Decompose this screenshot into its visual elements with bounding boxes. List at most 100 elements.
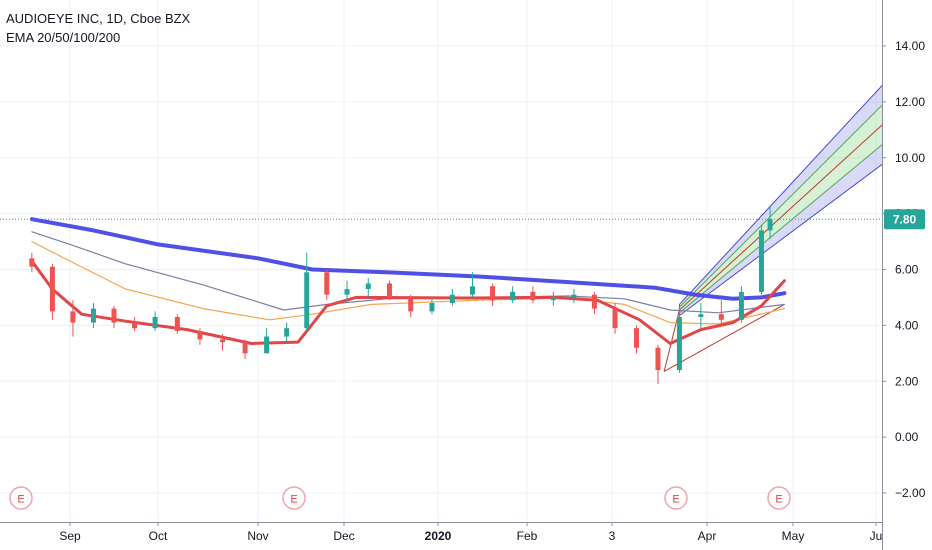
candle — [655, 344, 661, 385]
candle — [324, 269, 330, 301]
candle — [111, 305, 117, 329]
candle — [767, 205, 773, 239]
ema-line-ema50 — [31, 241, 785, 325]
candle-body — [767, 219, 773, 231]
candle — [197, 328, 203, 345]
candle-body — [612, 308, 618, 329]
pitchfork-line — [679, 51, 914, 305]
candle — [469, 272, 475, 298]
candle-body — [738, 291, 744, 320]
symbol-title[interactable]: AUDIOEYE INC, 1D, Cboe BZX — [6, 11, 191, 26]
pitchfork-pivot-line — [663, 303, 785, 372]
candle-body — [132, 322, 138, 329]
candle — [29, 252, 35, 273]
earnings-marker: E — [767, 486, 791, 510]
pitchfork-line — [679, 73, 914, 308]
time-tick-label: Nov — [247, 529, 268, 543]
candle-body — [242, 342, 248, 354]
price-tick-label: 2.00 — [895, 374, 919, 388]
candle-body — [449, 294, 455, 304]
pitchfork-line — [679, 95, 914, 311]
candle-body — [676, 316, 682, 371]
candle — [132, 316, 138, 331]
candle — [220, 333, 226, 351]
time-tick-label: Ju — [870, 529, 883, 543]
last-price-badge-text: 7.80 — [893, 213, 917, 227]
earnings-label: E — [672, 494, 679, 506]
candle — [634, 325, 640, 354]
candle-body — [469, 286, 475, 295]
earnings-circle — [282, 486, 306, 510]
candle-body — [174, 316, 180, 331]
candle — [264, 328, 270, 354]
candle-body — [698, 314, 704, 317]
candle-body — [365, 283, 371, 290]
candle — [174, 314, 180, 334]
pitchfork-band-outer-bottom — [679, 118, 914, 316]
earnings-label: E — [775, 494, 782, 506]
candle — [344, 280, 350, 304]
candle — [365, 277, 371, 298]
candle-body — [655, 347, 661, 371]
candles — [29, 205, 773, 385]
candle — [284, 322, 290, 343]
pitchfork-drawing[interactable] — [663, 51, 914, 372]
candle — [386, 280, 392, 301]
time-axis-bg — [0, 522, 882, 550]
earnings-circle — [664, 486, 688, 510]
price-tick-label: 10.00 — [895, 151, 925, 165]
candle — [90, 303, 96, 329]
candle-body — [264, 336, 270, 354]
candle-body — [550, 297, 556, 301]
candle — [510, 286, 516, 304]
candle-body — [152, 316, 158, 329]
pitchfork-band-inner — [679, 73, 914, 313]
candle — [718, 300, 724, 326]
price-axis-bg — [882, 0, 932, 550]
candle-body — [530, 291, 536, 301]
price-tick-label: 12.00 — [895, 95, 925, 109]
pitchfork-line — [679, 118, 914, 314]
candle — [758, 224, 764, 295]
candle-body — [571, 294, 577, 298]
ema-lines — [29, 217, 787, 345]
pitchfork-median-start — [663, 309, 680, 372]
candle — [152, 311, 158, 331]
candle — [530, 286, 536, 304]
time-tick-label: 3 — [609, 529, 616, 543]
candle-body — [758, 230, 764, 292]
candle — [49, 263, 55, 320]
candle-body — [510, 291, 516, 301]
time-tick-label: Apr — [698, 529, 717, 543]
earnings-label: E — [290, 494, 297, 506]
candle-body — [344, 289, 350, 295]
candle — [429, 297, 435, 315]
time-axis[interactable]: Sep Oct Nov Dec 2020 Feb 3 Apr May Ju — [0, 522, 882, 550]
candle — [571, 289, 577, 304]
candle — [449, 289, 455, 306]
price-tick-label: 6.00 — [895, 263, 919, 277]
candle — [408, 294, 414, 317]
candle-body — [29, 258, 35, 267]
candle — [738, 286, 744, 323]
time-tick-label: Oct — [149, 529, 168, 543]
price-tick-label: 14.00 — [895, 39, 925, 53]
candle — [304, 252, 310, 331]
candle-body — [49, 266, 55, 312]
candle-body — [718, 314, 724, 320]
price-axis[interactable]: 14.0012.0010.008.006.004.002.000.00−2.00… — [882, 0, 932, 550]
candle — [676, 305, 682, 373]
candle — [591, 291, 597, 315]
candle-body — [220, 339, 226, 343]
candle-body — [284, 328, 290, 337]
candle-body — [111, 308, 117, 323]
candle-body — [197, 330, 203, 340]
candle — [490, 283, 496, 306]
price-tick-label: −2.00 — [895, 486, 926, 500]
candle-body — [490, 286, 496, 301]
indicator-title[interactable]: EMA 20/50/100/200 — [6, 30, 121, 45]
time-tick-label: 2020 — [425, 529, 452, 543]
earnings-marker: E — [664, 486, 688, 510]
